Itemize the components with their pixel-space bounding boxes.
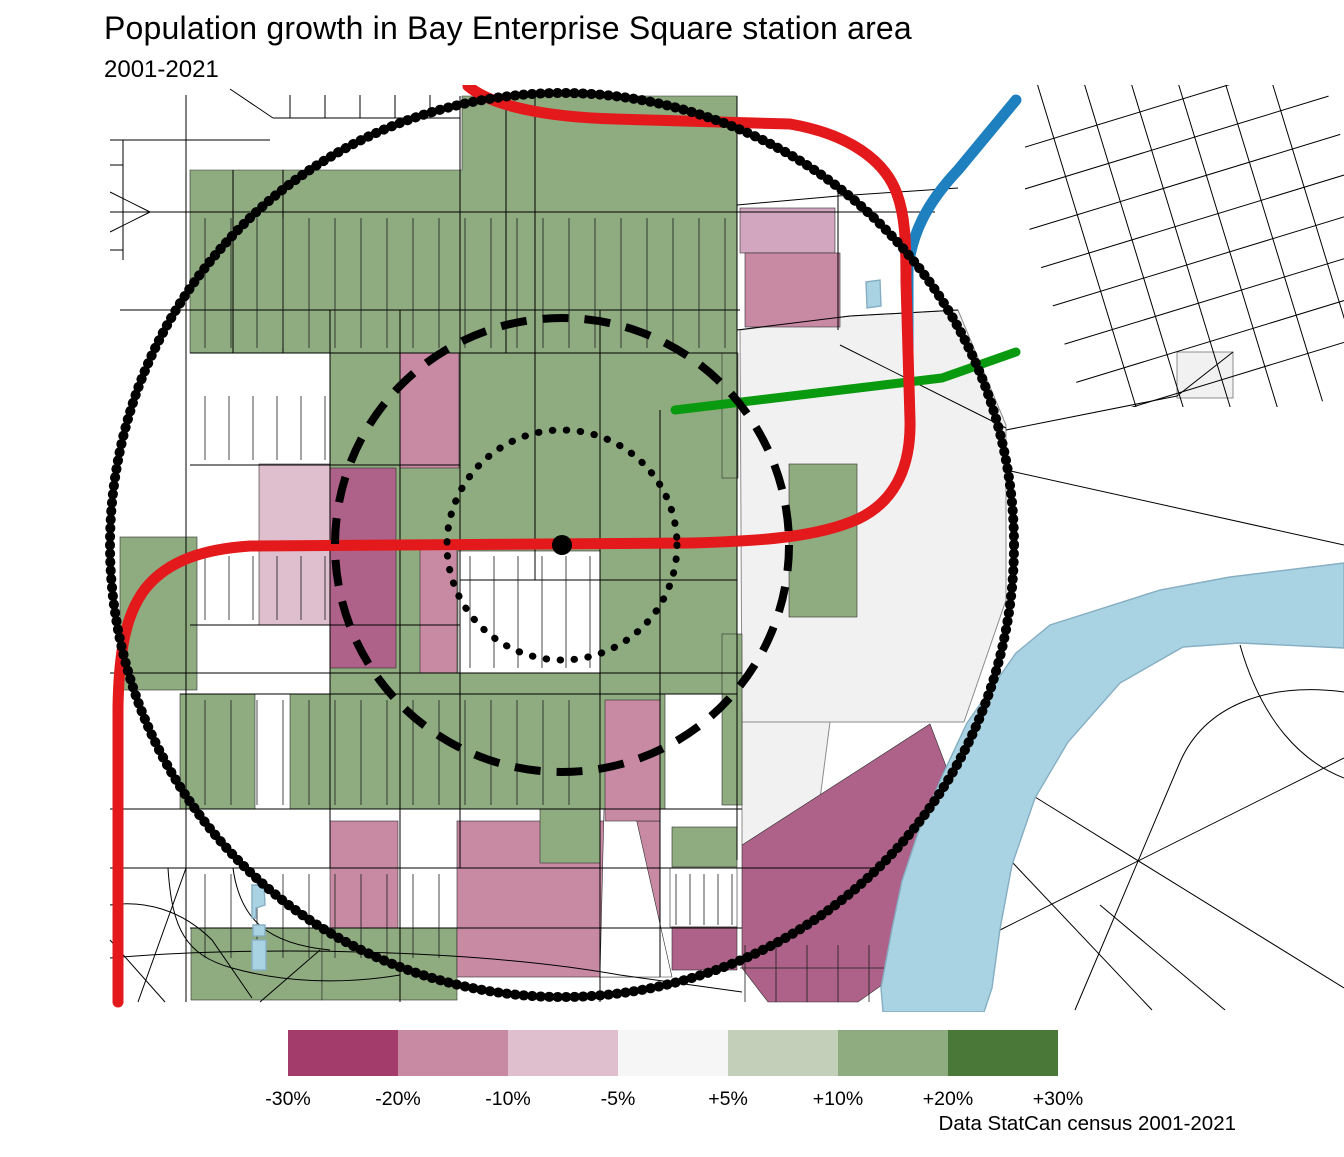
page-subtitle: 2001-2021 <box>104 56 219 83</box>
legend-swatch-neutral <box>618 1030 728 1076</box>
road-network <box>109 85 1344 1011</box>
station-rings <box>105 88 1019 1002</box>
legend-swatch-neg30 <box>288 1030 398 1076</box>
legend-color-bar <box>288 1030 1058 1076</box>
river <box>880 562 1344 1012</box>
legend-label: -10% <box>485 1088 531 1110</box>
middle-ring <box>331 314 793 776</box>
outer-ring <box>105 88 1019 1002</box>
legend-label: +10% <box>812 1088 864 1110</box>
inner-ring <box>443 426 681 664</box>
ponds <box>251 279 882 971</box>
legend-label: -5% <box>600 1088 636 1110</box>
legend-swatch-neg10 <box>508 1030 618 1076</box>
data-source-caption: Data StatCan census 2001-2021 <box>938 1112 1236 1135</box>
station-marker <box>552 535 572 555</box>
legend-label: +20% <box>922 1088 974 1110</box>
page-title: Population growth in Bay Enterprise Squa… <box>104 10 912 46</box>
legend-label: -30% <box>265 1088 311 1110</box>
legend-swatch-neg20 <box>398 1030 508 1076</box>
choropleth-legend: -30% -20% -10% -5% +5% +10% +20% +30% <box>265 1030 1083 1112</box>
legend-label: +5% <box>708 1088 748 1110</box>
legend-swatch-pos20 <box>948 1030 1058 1076</box>
legend-swatch-pos5 <box>728 1030 838 1076</box>
red-transit-line <box>112 85 916 1008</box>
legend-labels: -30% -20% -10% -5% +5% +10% +20% +30% <box>265 1088 1083 1112</box>
legend-swatch-pos10 <box>838 1030 948 1076</box>
legend-label: -20% <box>375 1088 421 1110</box>
legend-label: +30% <box>1032 1088 1084 1110</box>
